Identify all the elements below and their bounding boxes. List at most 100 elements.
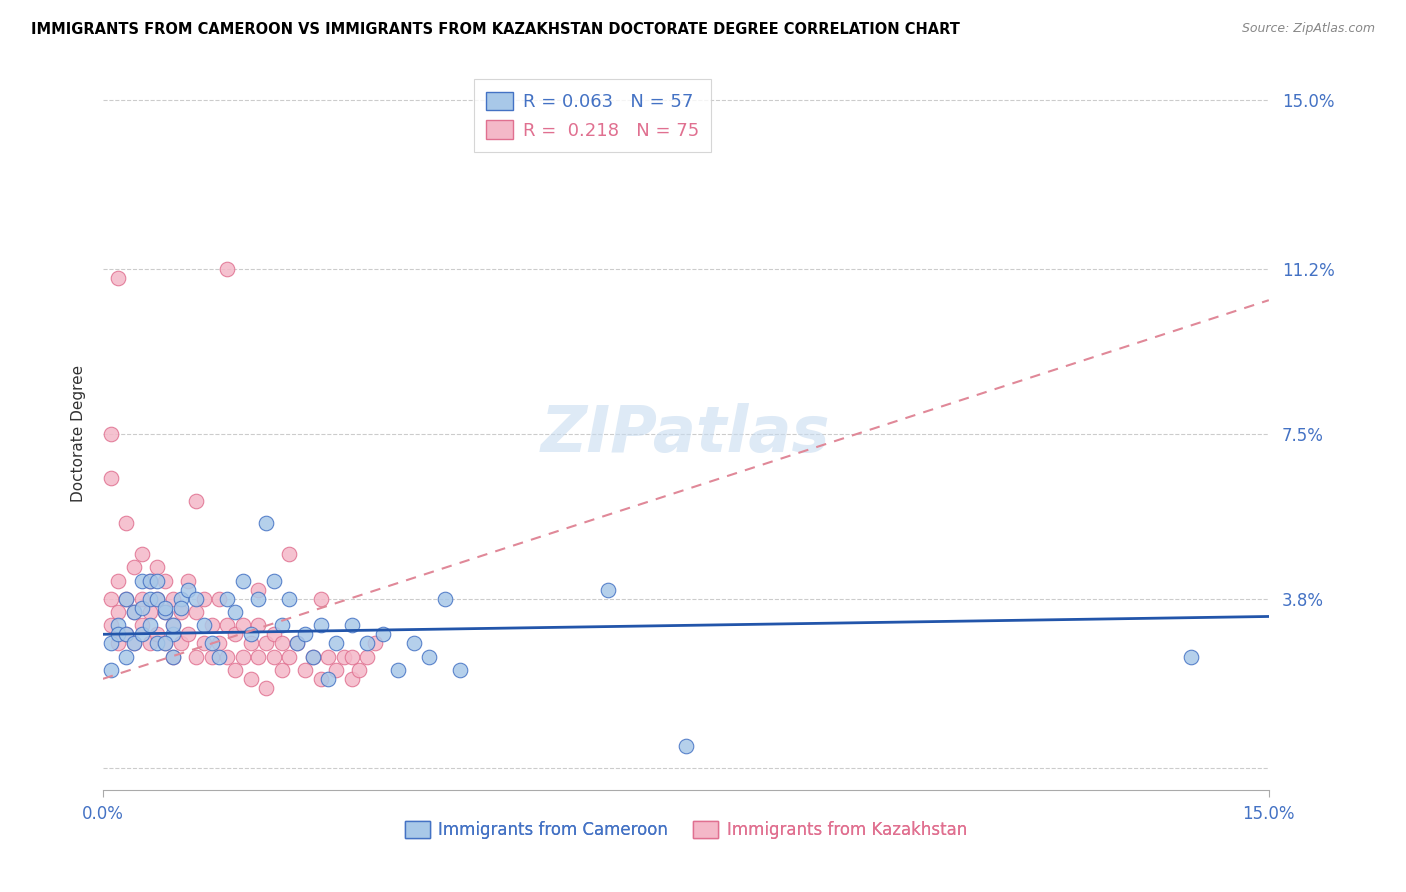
Point <box>115 627 138 641</box>
Point <box>333 649 356 664</box>
Point <box>169 636 191 650</box>
Point <box>247 591 270 606</box>
Point <box>162 618 184 632</box>
Point <box>122 560 145 574</box>
Point <box>217 591 239 606</box>
Point <box>201 636 224 650</box>
Point <box>100 426 122 441</box>
Point <box>325 636 347 650</box>
Point <box>162 649 184 664</box>
Point <box>115 591 138 606</box>
Point <box>107 271 129 285</box>
Point <box>122 605 145 619</box>
Point <box>364 636 387 650</box>
Point <box>294 627 316 641</box>
Point <box>278 547 301 561</box>
Point <box>100 591 122 606</box>
Point <box>153 574 176 588</box>
Point <box>131 627 153 641</box>
Point <box>208 636 231 650</box>
Point <box>208 649 231 664</box>
Point <box>224 627 246 641</box>
Point <box>325 663 347 677</box>
Point <box>177 582 200 597</box>
Point <box>371 627 394 641</box>
Point <box>247 582 270 597</box>
Point <box>285 636 308 650</box>
Point <box>402 636 425 650</box>
Point <box>131 600 153 615</box>
Point <box>153 636 176 650</box>
Point <box>254 636 277 650</box>
Point <box>217 649 239 664</box>
Point <box>107 627 129 641</box>
Point <box>254 516 277 530</box>
Point <box>162 591 184 606</box>
Point <box>107 636 129 650</box>
Point <box>387 663 409 677</box>
Point <box>138 636 160 650</box>
Point <box>100 663 122 677</box>
Point <box>224 605 246 619</box>
Point <box>122 636 145 650</box>
Point <box>131 547 153 561</box>
Point <box>153 600 176 615</box>
Point <box>349 663 371 677</box>
Point <box>146 591 169 606</box>
Point <box>449 663 471 677</box>
Point <box>100 471 122 485</box>
Point <box>675 739 697 753</box>
Point <box>301 649 323 664</box>
Point <box>169 591 191 606</box>
Point <box>115 649 138 664</box>
Point <box>1180 649 1202 664</box>
Point <box>153 636 176 650</box>
Point <box>186 591 208 606</box>
Point <box>138 618 160 632</box>
Point <box>217 262 239 277</box>
Text: ZIPatlas: ZIPatlas <box>541 403 831 465</box>
Point <box>263 649 285 664</box>
Point <box>208 591 231 606</box>
Point <box>309 618 332 632</box>
Point <box>138 574 160 588</box>
Point <box>340 618 363 632</box>
Point <box>263 574 285 588</box>
Point <box>169 605 191 619</box>
Point <box>131 618 153 632</box>
Point <box>115 627 138 641</box>
Point <box>146 560 169 574</box>
Point <box>169 600 191 615</box>
Point <box>285 636 308 650</box>
Point <box>153 605 176 619</box>
Point <box>278 591 301 606</box>
Point <box>146 636 169 650</box>
Point <box>153 605 176 619</box>
Point <box>162 627 184 641</box>
Point <box>131 591 153 606</box>
Point <box>239 636 262 650</box>
Point <box>193 618 215 632</box>
Point <box>340 649 363 664</box>
Point <box>318 672 340 686</box>
Point <box>263 627 285 641</box>
Text: Source: ZipAtlas.com: Source: ZipAtlas.com <box>1241 22 1375 36</box>
Point <box>100 636 122 650</box>
Point <box>107 574 129 588</box>
Point <box>294 663 316 677</box>
Y-axis label: Doctorate Degree: Doctorate Degree <box>72 365 86 502</box>
Text: IMMIGRANTS FROM CAMEROON VS IMMIGRANTS FROM KAZAKHSTAN DOCTORATE DEGREE CORRELAT: IMMIGRANTS FROM CAMEROON VS IMMIGRANTS F… <box>31 22 960 37</box>
Point <box>340 672 363 686</box>
Point <box>224 663 246 677</box>
Point <box>186 649 208 664</box>
Point <box>107 618 129 632</box>
Point <box>177 574 200 588</box>
Point <box>309 591 332 606</box>
Point <box>201 618 224 632</box>
Point <box>162 649 184 664</box>
Point <box>107 605 129 619</box>
Point <box>301 649 323 664</box>
Point <box>115 591 138 606</box>
Point <box>122 636 145 650</box>
Point <box>186 605 208 619</box>
